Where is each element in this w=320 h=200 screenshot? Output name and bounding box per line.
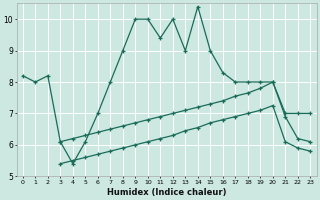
- X-axis label: Humidex (Indice chaleur): Humidex (Indice chaleur): [107, 188, 226, 197]
